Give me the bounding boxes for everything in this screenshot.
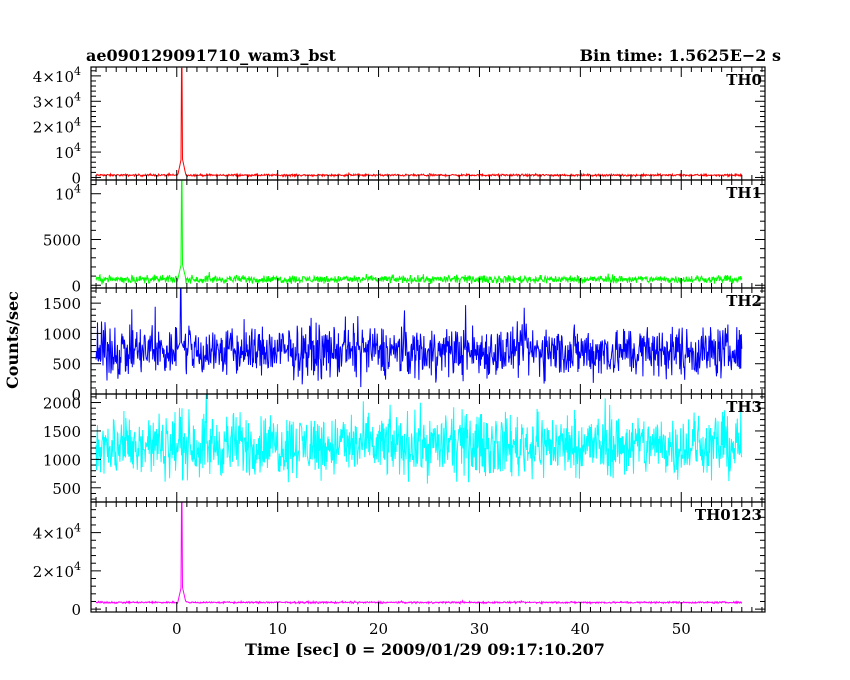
x-tick-label: 40 xyxy=(571,620,590,638)
x-tick-label: 0 xyxy=(172,620,182,638)
y-tick-label: 1500 xyxy=(43,295,81,313)
y-tick-label: 1500 xyxy=(43,423,81,441)
panel-th0123: 0 2×104 4×104 TH0123 xyxy=(33,501,766,619)
panel-frame xyxy=(90,501,766,613)
y-tick-label: 3×104 xyxy=(33,90,81,111)
y-tick-label: 2×104 xyxy=(33,116,81,137)
x-tick-label: 10 xyxy=(268,620,287,638)
panel-th0: 0 104 2×104 3×104 4×104 TH0 xyxy=(33,65,766,187)
y-tick-label: 0 xyxy=(71,169,81,187)
panel-label: TH0 xyxy=(726,71,762,89)
panel-label: TH3 xyxy=(726,398,762,416)
observation-id-title: ae090129091710_wam3_bst xyxy=(86,46,337,65)
y-tick-label: 500 xyxy=(52,480,81,498)
panel-label: TH1 xyxy=(726,184,762,202)
x-tick-label: 20 xyxy=(369,620,388,638)
y-tick-label: 1000 xyxy=(43,451,81,469)
panel-frame xyxy=(90,66,766,181)
bin-time-title: Bin time: 1.5625E−2 s xyxy=(580,46,781,65)
panel-frame xyxy=(90,179,766,289)
panel-th2: 0 500 1000 1500 TH2 xyxy=(43,287,766,404)
y-tick-label: 5000 xyxy=(43,231,81,249)
x-tick-label: 50 xyxy=(672,620,691,638)
y-tick-label: 500 xyxy=(52,356,81,374)
y-tick-label: 0 xyxy=(71,386,81,404)
series-line-th0123 xyxy=(95,502,743,606)
panel-th1: 0 5000 104 TH1 xyxy=(43,179,766,295)
panel-frame xyxy=(90,287,766,395)
x-axis: 0 10 20 30 40 50 xyxy=(172,620,691,638)
panel-label: TH2 xyxy=(726,292,762,310)
y-tick-label: 1000 xyxy=(43,325,81,343)
series-line-th1 xyxy=(95,180,743,285)
series-line-th2 xyxy=(95,288,743,388)
panel-th3: 500 1000 1500 2000 TH3 xyxy=(43,393,766,503)
y-tick-label: 4×104 xyxy=(33,65,81,86)
y-tick-label: 0 xyxy=(71,277,81,295)
y-tick-label: 4×104 xyxy=(33,522,81,543)
x-axis-label: Time [sec] 0 = 2009/01/29 09:17:10.207 xyxy=(245,640,605,659)
y-tick-label: 0 xyxy=(71,601,81,619)
y-tick-label: 104 xyxy=(55,141,81,162)
y-tick-label: 104 xyxy=(55,183,81,204)
panel-label: TH0123 xyxy=(695,506,762,524)
series-line-th0 xyxy=(95,67,743,179)
y-tick-label: 2000 xyxy=(43,395,81,413)
series-line-th3 xyxy=(95,394,743,484)
y-tick-label: 2×104 xyxy=(33,560,81,581)
x-tick-label: 30 xyxy=(470,620,489,638)
y-axis-label: Counts/sec xyxy=(3,291,22,389)
